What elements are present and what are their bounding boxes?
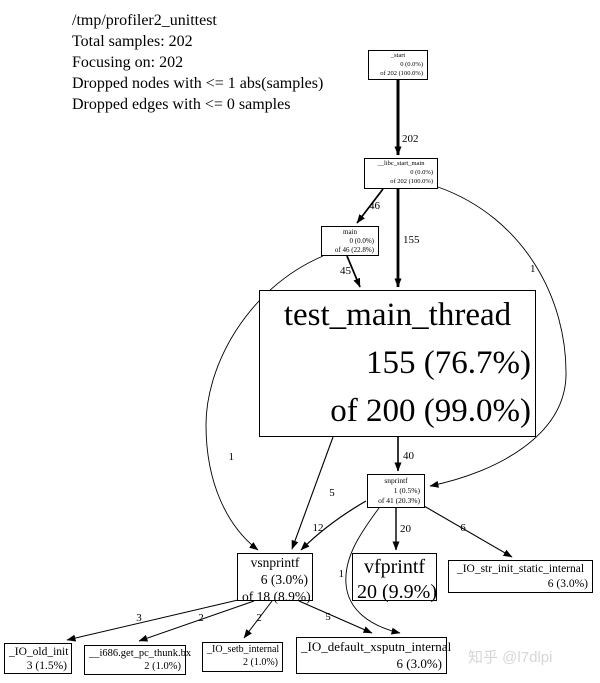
node-function-name: __i686.get_pc_thunk.bx — [89, 648, 192, 659]
node-function-name: snprintf — [384, 476, 408, 486]
edge-label-vsnprintf-iosetb: 2 — [256, 612, 262, 624]
watermark: 知乎 @l7dlpi — [468, 649, 553, 666]
graph-node-vsnprintf: vsnprintf 6 (3.0%) of 18 (8.9%) — [237, 553, 313, 604]
edge-libc-snprintf — [429, 186, 567, 488]
node-function-name: vfprintf — [363, 556, 426, 578]
edge-label-vsnprintf-i686: 2 — [198, 612, 204, 624]
node-sample-count: 20 (9.9%) — [357, 581, 437, 603]
node-sample-count: 0 (0.0%) — [400, 60, 423, 68]
node-sample-count: 6 (3.0%) — [547, 577, 588, 590]
edge-label-snprintf-vfprintf: 20 — [400, 523, 412, 535]
edge-vsnprintf-iosetb — [243, 600, 273, 639]
node-sample-count: of 200 (99.0%) — [330, 392, 531, 429]
node-function-name: _IO_default_xsputn_internal — [301, 639, 452, 655]
graph-node-snprintf: snprintf 1 (0.5%) of 41 (20.3%) — [367, 474, 425, 508]
edge-vsnprintf-i686 — [138, 600, 255, 642]
edge-label-snprintf-iostr: 6 — [460, 522, 466, 534]
edge-label-vsnprintf-ioxsputn: 5 — [325, 611, 331, 623]
node-function-name: _IO_old_init — [9, 646, 69, 658]
edge-label-vsnprintf-ioold: 3 — [136, 612, 142, 624]
graph-node-libc: __libc_start_main 0 (0.0%) of 202 (100.0%) — [364, 158, 438, 189]
edge-label-tmt-vsnprintf: 5 — [329, 487, 335, 499]
edge-label-tmt-snprintf: 40 — [403, 450, 415, 462]
total-samples-line: Total samples: 202 — [72, 33, 193, 50]
node-sample-count: of 202 (100.0%) — [390, 178, 433, 186]
graph-node-main: main 0 (0.0%) of 46 (22.8%) — [321, 226, 379, 256]
node-sample-count: of 41 (20.3%) — [378, 496, 420, 506]
edge-label-main-vsnprintf: 1 — [229, 451, 235, 463]
edge-label-snprintf-vsnprintf: 12 — [313, 522, 324, 534]
node-sample-count: 0 (0.0%) — [349, 236, 375, 245]
edge-snprintf-ioxsputn — [345, 507, 401, 635]
node-sample-count: of 202 (100.0%) — [380, 69, 423, 77]
node-function-name: _start — [390, 52, 406, 60]
node-sample-count: 1 (0.5%) — [393, 486, 420, 496]
node-sample-count: of 46 (22.8%) — [334, 245, 374, 254]
graph-node-ioxsputn: _IO_default_xsputn_internal 6 (3.0%) — [296, 637, 452, 674]
node-sample-count: of 18 (8.9%) — [242, 588, 311, 604]
node-function-name: _IO_str_init_static_internal — [456, 563, 585, 576]
node-sample-count: 2 (1.0%) — [243, 657, 278, 669]
edge-snprintf-vsnprintf — [300, 500, 367, 551]
dropped-nodes-line: Dropped nodes with <= 1 abs(samples) — [72, 75, 324, 92]
profiler-summary: /tmp/profiler2_unittest Total samples: 2… — [72, 10, 323, 115]
node-sample-count: 6 (3.0%) — [260, 571, 308, 587]
edge-tmt-vsnprintf — [291, 436, 334, 550]
node-function-name: main — [343, 228, 357, 236]
edge-libc-main — [356, 188, 384, 224]
edge-label-libc-main: 46 — [369, 200, 381, 212]
node-sample-count: 2 (1.0%) — [144, 661, 181, 673]
edge-label-libc-tmt: 155 — [403, 234, 420, 246]
edge-vsnprintf-ioold — [66, 599, 239, 642]
edge-label-main-tmt: 45 — [340, 265, 352, 277]
node-function-name: vsnprintf — [250, 555, 300, 570]
graph-node-tmt: test_main_thread 155 (76.7%) of 200 (99.0%… — [259, 290, 536, 437]
node-function-name: test_main_thread — [283, 297, 512, 334]
edge-vsnprintf-ioxsputn — [298, 600, 373, 634]
node-sample-count: 0 (0.0%) — [410, 169, 433, 177]
graph-node-ioold: _IO_old_init 3 (1.5%) — [4, 643, 72, 674]
graph-node-vfprintf: vfprintf 20 (9.9%) — [352, 553, 437, 603]
edge-label-libc-snprintf: 1 — [530, 263, 536, 275]
edge-label-snprintf-ioxsputn: 1 — [339, 568, 345, 580]
graph-node-i686: __i686.get_pc_thunk.bx 2 (1.0%) — [84, 645, 192, 675]
edge-snprintf-iostr — [423, 505, 513, 558]
focusing-line: Focusing on: 202 — [72, 54, 184, 71]
node-sample-count: 6 (3.0%) — [396, 655, 443, 671]
node-sample-count: 3 (1.5%) — [26, 660, 67, 673]
node-function-name: __libc_start_main — [377, 160, 425, 168]
edge-main-tmt — [346, 255, 361, 288]
node-sample-count: 155 (76.7%) — [366, 344, 531, 381]
node-function-name: _IO_setb_internal — [207, 644, 280, 656]
graph-node-start: _start 0 (0.0%) of 202 (100.0%) — [368, 50, 428, 80]
graph-node-iosetb: _IO_setb_internal 2 (1.0%) — [202, 642, 283, 672]
binary-path: /tmp/profiler2_unittest — [72, 12, 217, 29]
edge-label-start-libc: 202 — [402, 133, 419, 145]
graph-node-iostr: _IO_str_init_static_internal 6 (3.0%) — [448, 560, 593, 593]
dropped-edges-line: Dropped edges with <= 0 samples — [72, 96, 291, 113]
